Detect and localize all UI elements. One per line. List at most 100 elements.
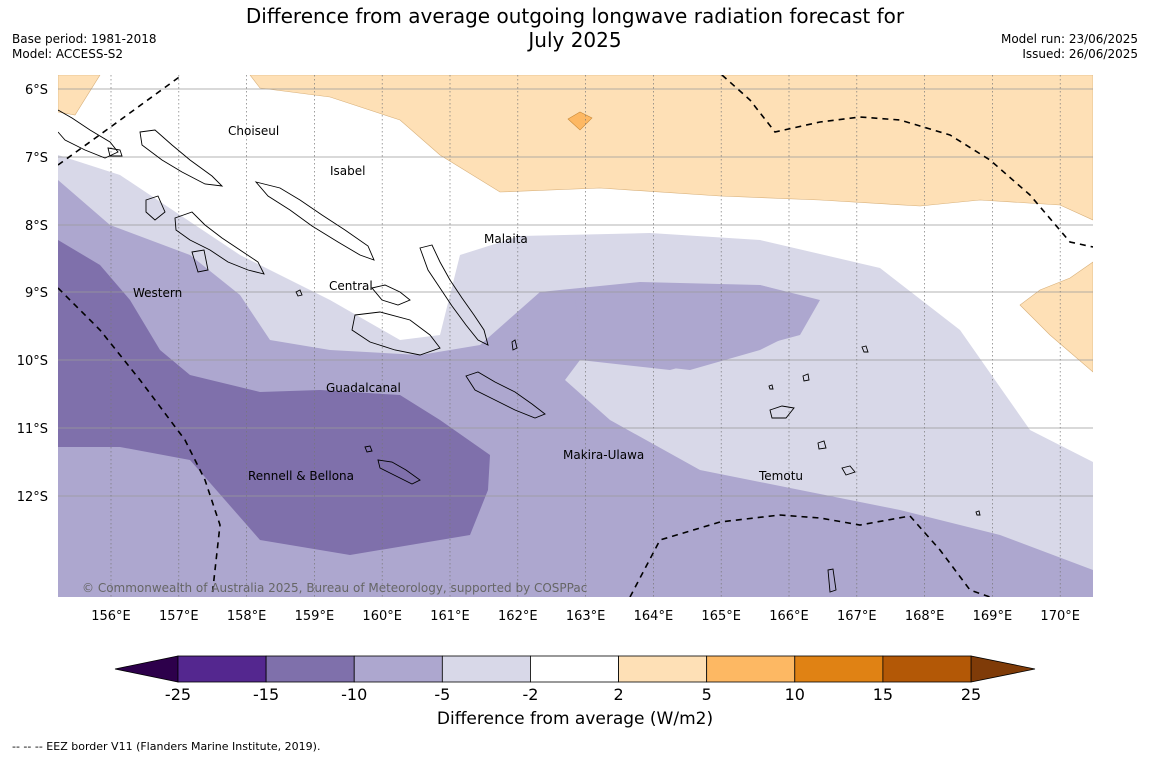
lon-tick-label: 165°E: [701, 609, 741, 624]
model-run: Model run: 23/06/2025: [1000, 32, 1138, 46]
title-line-1: Difference from average outgoing longwav…: [245, 4, 905, 28]
colorbar-tick-label: 15: [873, 685, 893, 704]
island-ulawa: [511, 339, 518, 351]
island-anuta: [827, 568, 837, 593]
island-small-east: [768, 384, 774, 390]
meta-left: Base period: 1981-2018 Model: ACCESS-S2: [12, 32, 157, 62]
latitude-gridlines: [58, 88, 1093, 497]
colorbar-tick-label: 2: [613, 685, 623, 704]
colorbar-segment: [265, 655, 355, 683]
island-bellona: [364, 445, 373, 453]
colorbar-segment: [177, 655, 267, 683]
lat-tick-label: 8°S: [25, 219, 48, 234]
eez-border-northeast: [721, 75, 1093, 248]
eez-note: -- -- -- EEZ border V11 (Flanders Marine…: [12, 740, 321, 753]
colorbar-tick-label: -25: [165, 685, 191, 704]
island-vella-lavella: [145, 195, 166, 221]
province-labels: Choiseul Isabel Malaita Western Central …: [133, 124, 803, 483]
label-central: Central: [329, 279, 373, 293]
colorbar-segment: [706, 655, 796, 683]
island-guadalcanal: [351, 311, 441, 356]
colorbar-segment: [618, 655, 708, 683]
colorbar-tick-label: 25: [961, 685, 981, 704]
island-russell: [295, 289, 303, 297]
lon-tick-label: 159°E: [295, 609, 335, 624]
anomaly-positive-north: [249, 75, 1093, 221]
lon-tick-label: 163°E: [566, 609, 606, 624]
island-reef-islands: [802, 373, 810, 382]
island-choiseul: [139, 129, 224, 187]
lon-tick-label: 156°E: [91, 609, 131, 624]
eez-border-northwest: [58, 75, 183, 166]
longitude-labels: 156°E 157°E 158°E 159°E 160°E 161°E 162°E 163°E…: [91, 609, 1080, 624]
lon-tick-label: 170°E: [1040, 609, 1080, 624]
colorbar-tick-label: -2: [522, 685, 538, 704]
copyright-text: © Commonwealth of Australia 2025, Bureau…: [82, 581, 587, 595]
lat-tick-label: 12°S: [17, 490, 48, 505]
label-western: Western: [133, 286, 182, 300]
colorbar-tick-label: -10: [341, 685, 367, 704]
island-rennell: [377, 459, 421, 485]
map-panel: © Commonwealth of Australia 2025, Bureau…: [58, 75, 1093, 597]
title-line-2: July 2025: [528, 28, 622, 52]
island-small-north: [107, 147, 123, 157]
colorbar-tick-label: 5: [702, 685, 712, 704]
map-title: Difference from average outgoing longwav…: [230, 4, 920, 52]
label-malaita: Malaita: [484, 232, 528, 246]
label-isabel: Isabel: [330, 164, 365, 178]
lon-tick-label: 164°E: [634, 609, 674, 624]
lat-tick-label: 9°S: [25, 286, 48, 301]
island-isabel: [254, 181, 375, 261]
colorbar-segment: [530, 655, 619, 683]
longitude-gridlines: [110, 75, 1061, 597]
colorbar-tick-label: -15: [253, 685, 279, 704]
coastlines: [58, 109, 981, 593]
colorbar-segment: [441, 655, 531, 683]
lon-tick-label: 162°E: [498, 609, 538, 624]
lat-tick-label: 6°S: [25, 83, 48, 98]
lon-tick-label: 169°E: [973, 609, 1013, 624]
lon-tick-label: 157°E: [159, 609, 199, 624]
anomaly-positive-spot: [567, 111, 593, 131]
anomaly-positive-sw-corner: [58, 75, 101, 116]
label-choiseul: Choiseul: [228, 124, 279, 138]
lon-tick-label: 161°E: [430, 609, 470, 624]
colorbar-segment: [353, 655, 443, 683]
base-period: Base period: 1981-2018: [12, 32, 157, 46]
island-makira: [465, 371, 546, 419]
latitude-labels: 6°S 7°S 8°S 9°S 10°S 11°S 12°S: [17, 83, 48, 505]
colorbar: -25 -15 -10 -5 -2 2 5 10 15 25: [114, 655, 1036, 704]
colorbar-over-arrow: [970, 655, 1036, 683]
colorbar-under-arrow: [114, 655, 179, 683]
label-guadalcanal: Guadalcanal: [326, 381, 401, 395]
anomaly-positive-east: [1019, 261, 1093, 373]
lon-tick-label: 167°E: [837, 609, 877, 624]
island-ranongga: [191, 249, 209, 273]
island-new-georgia: [174, 211, 265, 275]
lon-tick-label: 160°E: [362, 609, 402, 624]
island-tikopia: [975, 510, 981, 516]
island-santa-cruz: [769, 405, 795, 419]
island-florida: [371, 284, 411, 306]
anomaly-blob-lavender-east: [575, 285, 815, 370]
lon-tick-label: 166°E: [769, 609, 809, 624]
issued-date: Issued: 26/06/2025: [1022, 47, 1138, 61]
meta-right: Model run: 23/06/2025 Issued: 26/06/2025: [1001, 32, 1138, 62]
colorbar-title: Difference from average (W/m2): [436, 709, 714, 729]
island-vanikoro: [841, 465, 856, 476]
label-makira-ulawa: Makira-Ulawa: [563, 448, 644, 462]
eez-border-west: [58, 287, 221, 597]
lat-tick-label: 7°S: [25, 151, 48, 166]
island-utupua: [817, 440, 827, 450]
label-temotu: Temotu: [758, 469, 803, 483]
colorbar-segment: [794, 655, 884, 683]
eez-border-south: [629, 514, 991, 597]
island-malaita: [419, 244, 489, 346]
lat-tick-label: 10°S: [17, 354, 48, 369]
colorbar-tick-label: 10: [785, 685, 805, 704]
lon-tick-label: 158°E: [227, 609, 267, 624]
lat-tick-label: 11°S: [17, 422, 48, 437]
label-rennell-bellona: Rennell & Bellona: [248, 469, 354, 483]
lon-tick-label: 168°E: [905, 609, 945, 624]
